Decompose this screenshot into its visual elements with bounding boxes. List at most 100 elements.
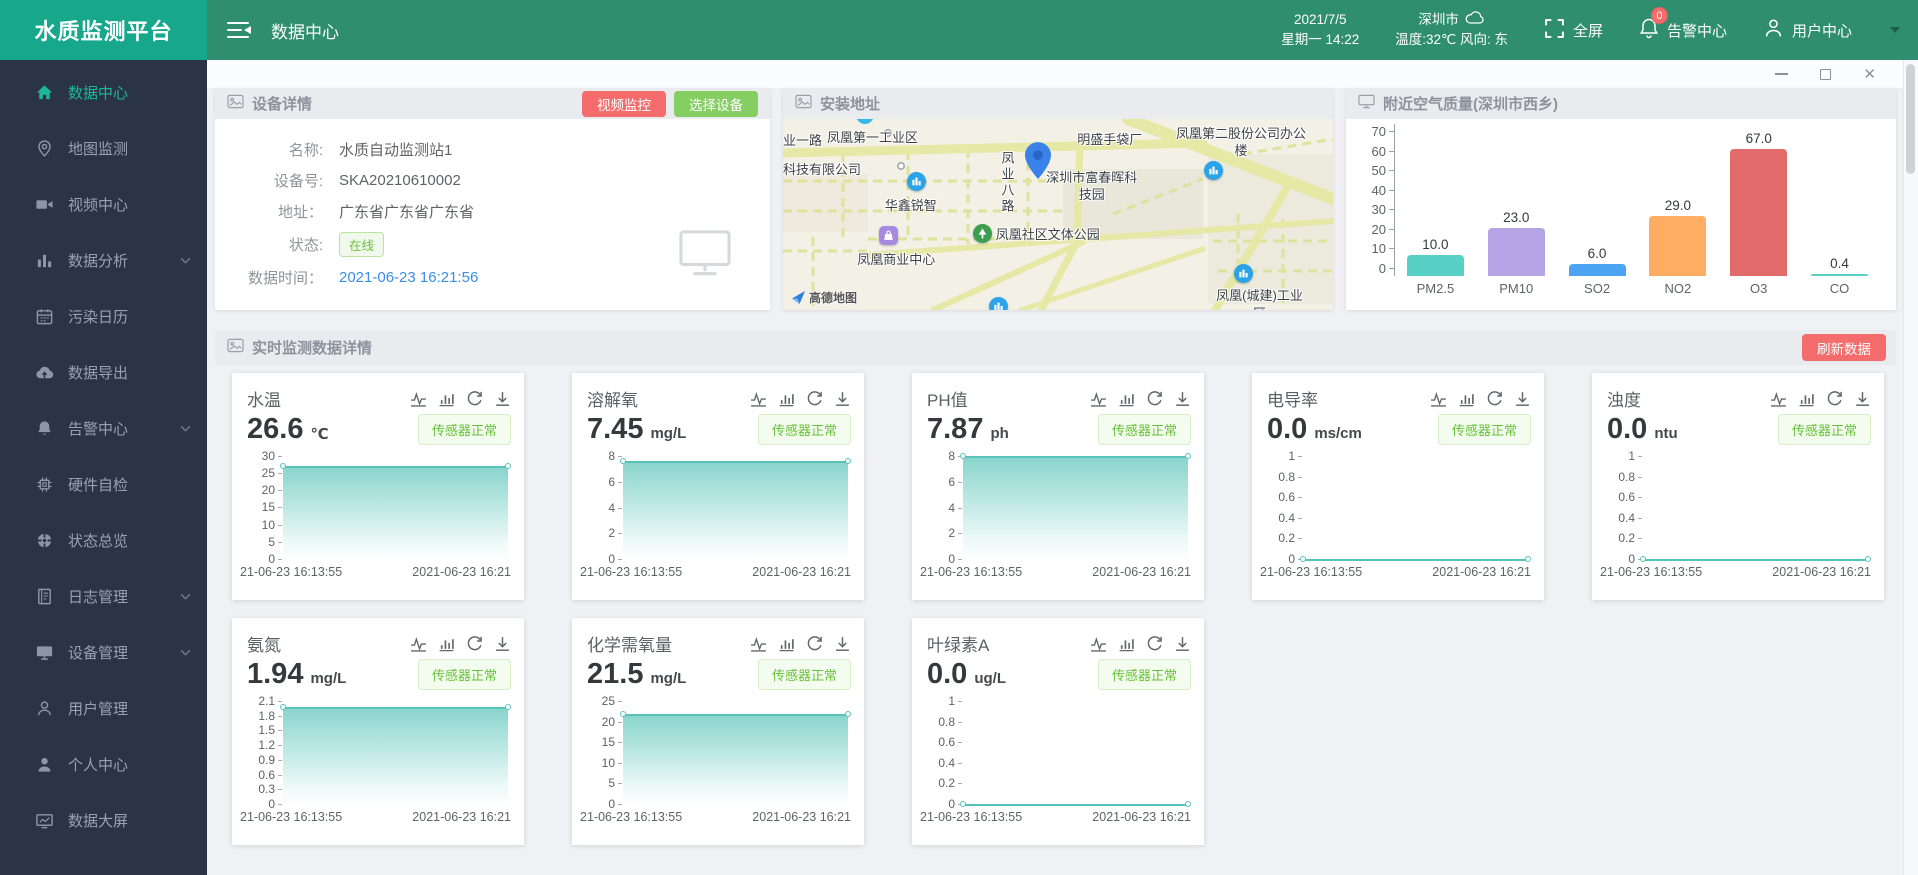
sidebar-item-user[interactable]: 用户管理 — [0, 680, 207, 736]
caret-down-icon[interactable] — [1890, 27, 1900, 33]
sidebar-item-bell[interactable]: 告警中心 — [0, 400, 207, 456]
card-y-axis: 8 6 4 2 0 — [927, 449, 962, 566]
maximize-button[interactable] — [1820, 68, 1832, 80]
card-mini-chart: 25 20 15 10 5 0 — [587, 694, 851, 811]
sidebar-item-label: 日志管理 — [68, 588, 129, 606]
sidebar-item-monitor[interactable]: 设备管理 — [0, 624, 207, 680]
download-icon[interactable] — [1174, 390, 1191, 407]
trend-icon[interactable] — [410, 635, 427, 652]
bar-chart-icon[interactable] — [1798, 390, 1815, 407]
card-y-tick: 25 — [262, 466, 282, 480]
select-device-button[interactable]: 选择设备 — [674, 90, 758, 117]
refresh-icon[interactable] — [1146, 390, 1163, 407]
chevron-down-icon — [180, 649, 191, 656]
card-y-tick: 0 — [268, 797, 282, 811]
download-icon[interactable] — [1514, 390, 1531, 407]
air-bar-CO[interactable]: 0.4 — [1801, 131, 1879, 276]
bar-chart-icon[interactable] — [1458, 390, 1475, 407]
sensor-status-badge: 传感器正常 — [417, 659, 511, 690]
refresh-data-button[interactable]: 刷新数据 — [1802, 334, 1886, 361]
sidebar-item-home[interactable]: 数据中心 — [0, 64, 207, 120]
refresh-icon[interactable] — [806, 635, 823, 652]
sidebar-item-cloud-upload[interactable]: 数据导出 — [0, 344, 207, 400]
close-button[interactable]: ✕ — [1863, 65, 1876, 83]
building-poi-icon[interactable] — [1234, 264, 1253, 284]
map-pin-marker[interactable] — [1025, 141, 1051, 184]
trend-icon[interactable] — [750, 635, 767, 652]
user-icon — [34, 698, 54, 718]
sidebar-item-calendar[interactable]: 污染日历 — [0, 288, 207, 344]
air-bar-value: 67.0 — [1745, 131, 1772, 146]
card-y-tick: 0.8 — [938, 715, 962, 729]
download-icon[interactable] — [494, 390, 511, 407]
map-place-label: 业一路 — [783, 133, 823, 149]
bar-chart-icon[interactable] — [778, 390, 795, 407]
download-icon[interactable] — [494, 635, 511, 652]
card-y-tick: 0.4 — [938, 756, 962, 770]
air-bar-SO2[interactable]: 6.0 — [1558, 131, 1636, 276]
air-bar-NO2[interactable]: 29.0 — [1639, 131, 1717, 276]
sidebar: 数据中心 地图监测 视频中心 数据分析 污染日历 数据导出 告警中心 硬件自检 状态总览日志管理… — [0, 60, 207, 875]
card-value: 21.5 — [587, 658, 644, 690]
air-bar-value: 6.0 — [1587, 246, 1607, 261]
sidebar-toggle-icon[interactable] — [227, 21, 251, 39]
trend-icon[interactable] — [1090, 635, 1107, 652]
card-y-tick: 15 — [262, 500, 282, 514]
sidebar-item-file-text[interactable]: 日志管理 — [0, 568, 207, 624]
refresh-icon[interactable] — [1486, 390, 1503, 407]
card-y-tick: 8 — [948, 449, 962, 463]
trend-icon[interactable] — [750, 390, 767, 407]
refresh-icon[interactable] — [1146, 635, 1163, 652]
sidebar-item-screen[interactable]: 数据大屏 — [0, 792, 207, 848]
scrollbar-thumb[interactable] — [1906, 64, 1915, 174]
air-chart-y-axis: 70 60 50 40 30 20 10 0 — [1358, 124, 1394, 276]
card-y-tick: 30 — [262, 449, 282, 463]
sidebar-item-bar-chart[interactable]: 数据分析 — [0, 232, 207, 288]
download-icon[interactable] — [834, 390, 851, 407]
video-monitor-button[interactable]: 视频监控 — [582, 90, 666, 117]
download-icon[interactable] — [834, 635, 851, 652]
sidebar-item-map-pin[interactable]: 地图监测 — [0, 120, 207, 176]
sidebar-item-compass[interactable]: 状态总览 — [0, 512, 207, 568]
sidebar-item-video[interactable]: 视频中心 — [0, 176, 207, 232]
bar-chart-icon[interactable] — [1118, 635, 1135, 652]
refresh-icon[interactable] — [466, 390, 483, 407]
sidebar-item-person[interactable]: 个人中心 — [0, 736, 207, 792]
device-panel-title: 设备详情 — [252, 96, 313, 113]
page-scrollbar[interactable] — [1903, 60, 1918, 875]
trend-icon[interactable] — [1770, 390, 1787, 407]
fullscreen-button[interactable]: 全屏 — [1544, 18, 1603, 43]
refresh-icon[interactable] — [806, 390, 823, 407]
building-poi-icon[interactable] — [1203, 161, 1223, 181]
card-toolbar — [1770, 390, 1871, 407]
building-poi-icon[interactable] — [989, 296, 1009, 310]
map[interactable]: 高德地图 业一路 凤凰第一工业区 科技有限公司 华鑫锐智 凤业八路 深圳市富春晖科技园 明盛… — [783, 119, 1333, 310]
trend-icon[interactable] — [410, 390, 427, 407]
air-bar-PM10[interactable]: 23.0 — [1477, 131, 1555, 276]
screen-icon — [34, 810, 54, 830]
bar-chart-icon[interactable] — [778, 635, 795, 652]
trend-icon[interactable] — [1430, 390, 1447, 407]
download-icon[interactable] — [1174, 635, 1191, 652]
shop-poi-icon[interactable] — [879, 225, 899, 245]
air-bar-PM2.5[interactable]: 10.0 — [1397, 131, 1475, 276]
trend-icon[interactable] — [1090, 390, 1107, 407]
download-icon[interactable] — [1854, 390, 1871, 407]
bar-chart-icon[interactable] — [1118, 390, 1135, 407]
alarm-center-button[interactable]: 0 告警中心 — [1639, 7, 1727, 43]
air-bar-O3[interactable]: 67.0 — [1720, 131, 1798, 276]
card-area-series — [960, 801, 1191, 807]
refresh-icon[interactable] — [466, 635, 483, 652]
user-center-button[interactable]: 用户中心 — [1763, 17, 1852, 43]
tree-poi-icon[interactable] — [972, 224, 992, 244]
card-header: 氨氮 — [247, 631, 511, 656]
minimize-button[interactable] — [1775, 73, 1789, 75]
bar-chart-icon[interactable] — [438, 635, 455, 652]
air-x-label: CO — [1829, 281, 1850, 296]
sidebar-item-chip[interactable]: 硬件自检 — [0, 456, 207, 512]
card-x-labels: 21-06-23 16:13:55 2021-06-23 16:21 — [240, 565, 511, 579]
bar-chart-icon[interactable] — [438, 390, 455, 407]
card-y-tick: 5 — [268, 535, 282, 549]
building-poi-icon[interactable] — [906, 172, 926, 192]
refresh-icon[interactable] — [1826, 390, 1843, 407]
